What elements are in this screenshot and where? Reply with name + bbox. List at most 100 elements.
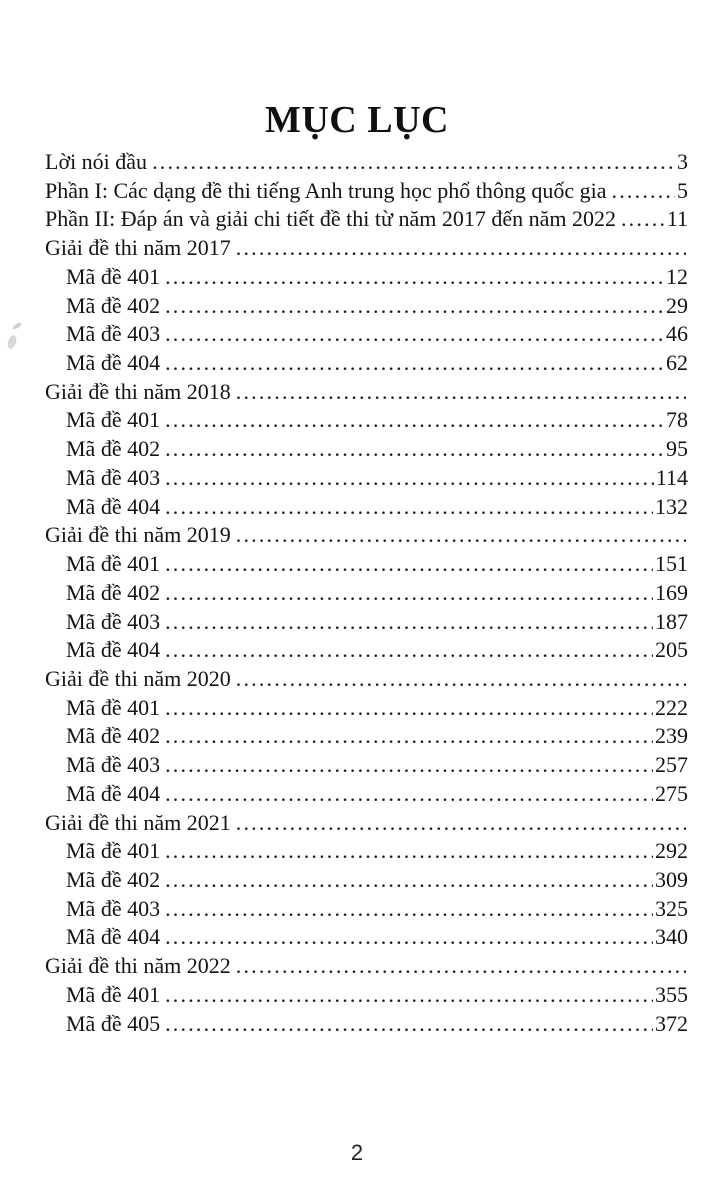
toc-page-number: 222	[655, 694, 688, 720]
toc-page-number: 151	[655, 551, 688, 577]
toc-entry-label: Phần II: Đáp án và giải chi tiết đề thi …	[45, 206, 616, 232]
toc-leader-dots	[165, 780, 653, 809]
toc-entry: Phần II: Đáp án và giải chi tiết đề thi …	[45, 205, 688, 234]
toc-leader-dots	[165, 263, 664, 292]
toc-entry: Lời nói đầu 3	[45, 148, 688, 177]
toc-entry: Mã đề 402 29	[45, 292, 688, 321]
toc-entry: Giải đề thi năm 2021	[45, 809, 688, 838]
toc-list: Lời nói đầu 3 Phần I: Các dạng đề thi ti…	[0, 148, 714, 1038]
toc-leader-dots	[152, 148, 675, 177]
toc-page-number: 62	[666, 350, 688, 376]
toc-entry-label: Mã đề 403	[66, 464, 161, 490]
toc-entry-label: Mã đề 401	[66, 263, 161, 289]
toc-leader-dots	[165, 722, 653, 751]
toc-entry: Mã đề 403 257	[45, 751, 688, 780]
toc-page-number: 11	[666, 206, 688, 232]
toc-entry-label: Mã đề 403	[66, 608, 161, 634]
toc-page-number: 325	[655, 895, 688, 921]
toc-page-number: 340	[655, 924, 688, 950]
toc-entry-label: Mã đề 404	[66, 780, 161, 806]
toc-page-number: 239	[655, 723, 688, 749]
toc-entry: Mã đề 404 132	[45, 493, 688, 522]
toc-page-number: 275	[655, 780, 688, 806]
toc-entry-label: Mã đề 402	[66, 436, 161, 462]
toc-entry-label: Giải đề thi năm 2017	[45, 235, 231, 261]
toc-leader-dots	[612, 177, 675, 206]
toc-entry: Mã đề 403 187	[45, 608, 688, 637]
toc-page-number: 78	[666, 407, 688, 433]
page-title: MỤC LỤC	[265, 99, 449, 141]
toc-entry-label: Mã đề 401	[66, 694, 161, 720]
toc-leader-dots	[165, 1010, 653, 1039]
toc-leader-dots	[165, 837, 653, 866]
toc-leader-dots	[621, 205, 665, 234]
toc-entry: Mã đề 401 151	[45, 550, 688, 579]
toc-page-number: 187	[655, 608, 688, 634]
toc-entry: Giải đề thi năm 2019	[45, 521, 688, 550]
toc-entry: Giải đề thi năm 2022	[45, 952, 688, 981]
toc-leader-dots	[165, 292, 664, 321]
toc-leader-dots	[165, 895, 653, 924]
toc-page-number: 3	[677, 149, 688, 174]
toc-entry: Mã đề 401 292	[45, 837, 688, 866]
toc-leader-dots	[236, 234, 686, 263]
toc-page-number: 292	[655, 838, 688, 864]
toc-entry-label: Mã đề 403	[66, 321, 161, 347]
toc-entry-label: Mã đề 402	[66, 579, 161, 605]
toc-entry-label: Mã đề 402	[66, 723, 161, 749]
toc-leader-dots	[236, 521, 686, 550]
toc-leader-dots	[236, 665, 686, 694]
toc-leader-dots	[165, 435, 664, 464]
toc-entry: Mã đề 403 46	[45, 320, 688, 349]
toc-entry: Mã đề 401 222	[45, 694, 688, 723]
toc-leader-dots	[165, 406, 664, 435]
toc-entry: Mã đề 405 372	[45, 1010, 688, 1039]
toc-entry-label: Giải đề thi năm 2022	[45, 953, 231, 979]
toc-leader-dots	[165, 608, 653, 637]
toc-entry-label: Mã đề 404	[66, 493, 161, 519]
toc-leader-dots	[165, 866, 653, 895]
toc-page-number: 5	[677, 177, 688, 203]
toc-entry-label: Giải đề thi năm 2018	[45, 378, 231, 404]
toc-page-number: 132	[655, 493, 688, 519]
toc-entry-label: Mã đề 401	[66, 838, 161, 864]
toc-page-number: 46	[666, 321, 688, 347]
toc-entry-label: Mã đề 403	[66, 895, 161, 921]
toc-page-number: 372	[655, 1010, 688, 1036]
toc-entry: Mã đề 402 309	[45, 866, 688, 895]
toc-entry-label: Mã đề 401	[66, 407, 161, 433]
toc-entry: Giải đề thi năm 2017	[45, 234, 688, 263]
toc-entry: Mã đề 402 169	[45, 579, 688, 608]
toc-entry: Mã đề 402 239	[45, 722, 688, 751]
toc-entry-label: Mã đề 404	[66, 637, 161, 663]
toc-entry: Phần I: Các dạng đề thi tiếng Anh trung …	[45, 177, 688, 206]
toc-leader-dots	[236, 809, 686, 838]
toc-entry-label: Mã đề 402	[66, 866, 161, 892]
toc-entry: Giải đề thi năm 2018	[45, 378, 688, 407]
toc-entry-label: Mã đề 403	[66, 752, 161, 778]
toc-entry: Mã đề 401 12	[45, 263, 688, 292]
toc-leader-dots	[165, 550, 653, 579]
toc-leader-dots	[165, 981, 653, 1010]
toc-leader-dots	[165, 464, 654, 493]
toc-entry: Mã đề 402 95	[45, 435, 688, 464]
toc-leader-dots	[165, 349, 664, 378]
toc-entry: Mã đề 401 355	[45, 981, 688, 1010]
toc-entry-label: Mã đề 402	[66, 292, 161, 318]
toc-entry-label: Mã đề 404	[66, 924, 161, 950]
toc-entry-label: Giải đề thi năm 2021	[45, 809, 231, 835]
toc-page-number: 114	[655, 464, 688, 490]
toc-entry-label: Lời nói đầu	[45, 149, 148, 174]
toc-entry-label: Mã đề 401	[66, 551, 161, 577]
toc-leader-dots	[165, 320, 664, 349]
toc-page-number: 169	[655, 579, 688, 605]
toc-entry-label: Giải đề thi năm 2019	[45, 522, 231, 548]
toc-page-number: 12	[666, 263, 688, 289]
toc-entry-label: Giải đề thi năm 2020	[45, 665, 231, 691]
toc-leader-dots	[165, 579, 653, 608]
toc-entry: Mã đề 404 205	[45, 636, 688, 665]
toc-entry-label: Mã đề 404	[66, 350, 161, 376]
toc-entry: Mã đề 404 340	[45, 923, 688, 952]
toc-leader-dots	[236, 952, 686, 981]
toc-leader-dots	[165, 751, 653, 780]
